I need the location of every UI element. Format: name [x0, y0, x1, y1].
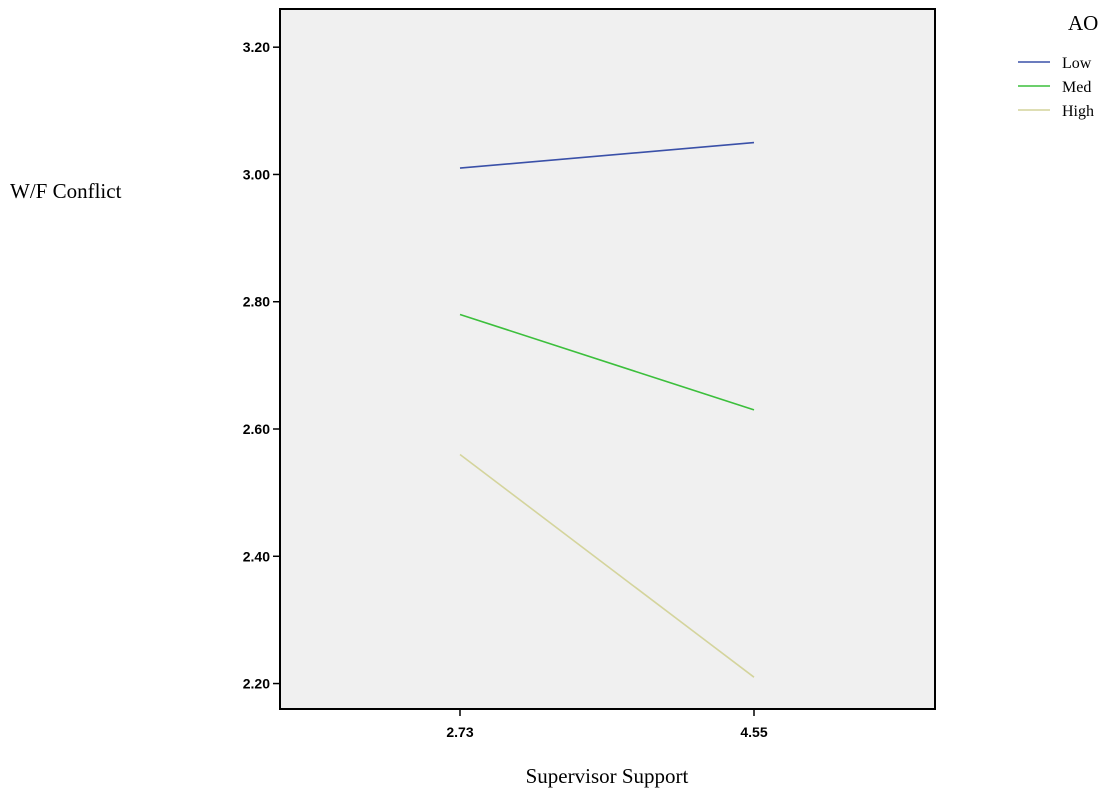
- y-tick-label: 3.20: [243, 39, 270, 55]
- series-lines: [459, 141, 755, 678]
- legend-title: AO: [1068, 11, 1098, 35]
- y-tick-label: 2.20: [243, 676, 270, 692]
- y-tick-label: 2.40: [243, 548, 270, 564]
- y-axis: 2.20 2.40 2.60 2.80 3.00 3.20: [243, 39, 280, 692]
- series-line-high: [459, 453, 755, 678]
- plot-area: [279, 8, 936, 710]
- legend: AO Low Med High: [1018, 11, 1098, 120]
- legend-label-high: High: [1062, 103, 1094, 120]
- x-tick-label: 4.55: [740, 724, 767, 740]
- x-tick-label: 2.73: [446, 724, 473, 740]
- x-axis: 2.73 4.55: [446, 709, 768, 740]
- legend-label-low: Low: [1062, 55, 1092, 72]
- y-tick-label: 2.60: [243, 421, 270, 437]
- y-tick-label: 3.00: [243, 166, 270, 182]
- legend-label-med: Med: [1062, 79, 1091, 96]
- y-axis-title: W/F Conflict: [10, 179, 122, 203]
- series-line-med: [459, 313, 755, 411]
- x-axis-title: Supervisor Support: [526, 764, 689, 788]
- series-line-low: [459, 141, 755, 169]
- y-tick-label: 2.80: [243, 294, 270, 310]
